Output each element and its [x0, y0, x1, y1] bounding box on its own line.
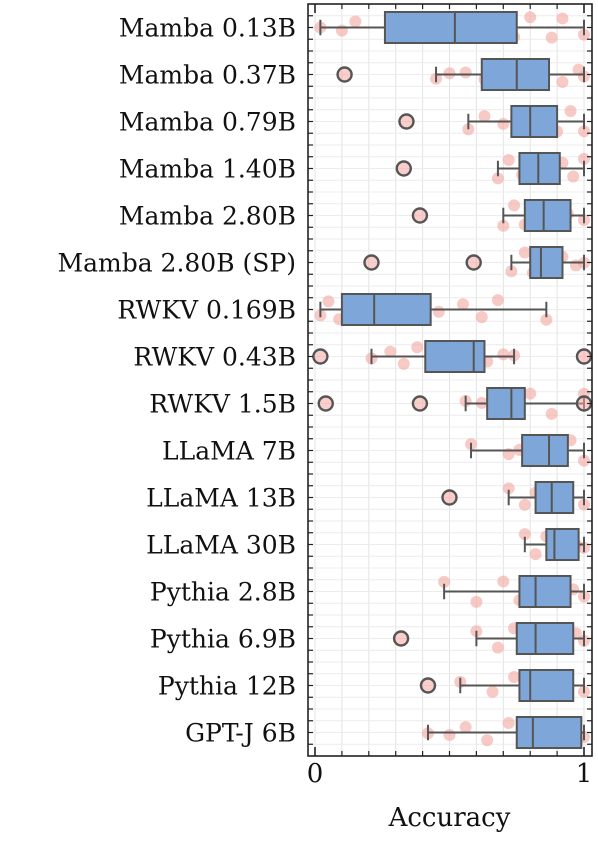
category-label: RWKV 0.43B: [133, 343, 296, 372]
outlier-point: [395, 160, 412, 177]
outlier-point: [411, 395, 429, 412]
data-point: [335, 24, 348, 37]
category-label: Mamba 2.80B: [119, 202, 296, 231]
outlier-point: [398, 113, 415, 130]
data-point: [502, 154, 515, 167]
data-point: [491, 294, 504, 307]
data-point: [545, 407, 558, 420]
box-iqr: [518, 668, 575, 703]
data-point: [475, 311, 488, 324]
data-point: [491, 172, 504, 185]
box-iqr: [510, 104, 559, 139]
x-tick-label: 1: [576, 759, 593, 789]
data-point: [578, 454, 590, 467]
outlier-point: [441, 489, 458, 506]
category-label: Mamba 0.79B: [119, 108, 296, 137]
data-point: [556, 75, 569, 88]
data-point: [459, 66, 472, 79]
data-point: [518, 528, 531, 541]
category-label: LLaMA 13B: [146, 484, 296, 513]
data-point: [508, 670, 521, 683]
category-label: Pythia 2.8B: [150, 578, 296, 607]
data-point: [322, 295, 335, 308]
data-point: [459, 721, 472, 734]
data-point: [456, 298, 469, 311]
category-label: RWKV 0.169B: [117, 296, 296, 325]
category-label: GPT-J 6B: [185, 719, 296, 748]
box-iqr: [523, 198, 572, 233]
data-point: [518, 498, 531, 511]
category-label: LLaMA 7B: [162, 437, 296, 466]
outlier-point: [411, 207, 429, 224]
outlier-point: [392, 630, 410, 647]
outlier-point: [317, 395, 334, 412]
box-iqr: [521, 433, 569, 468]
outlier-point: [419, 677, 437, 694]
data-point: [529, 548, 542, 561]
box-iqr: [424, 339, 486, 374]
outlier-point: [363, 254, 380, 271]
box-iqr: [340, 292, 432, 327]
box-iqr: [534, 480, 575, 515]
x-tick-label: 0: [307, 759, 324, 789]
category-label: RWKV 1.5B: [149, 390, 296, 419]
data-point: [508, 199, 521, 212]
data-point: [411, 341, 424, 354]
box-iqr: [480, 57, 551, 92]
data-point: [384, 345, 397, 358]
box-iqr: [518, 574, 572, 609]
box-iqr: [529, 245, 564, 280]
category-label: Mamba 2.80B (SP): [57, 249, 296, 278]
data-point: [545, 31, 558, 44]
data-point: [518, 246, 531, 259]
data-point: [505, 265, 518, 278]
data-point: [470, 595, 483, 608]
data-point: [497, 575, 510, 588]
box-iqr: [486, 386, 526, 421]
data-point: [578, 125, 590, 138]
category-label: Mamba 1.40B: [119, 155, 296, 184]
data-point: [502, 482, 515, 495]
x-axis-title: Accuracy: [388, 803, 511, 833]
boxes-layer: [312, 10, 593, 750]
outlier-point: [336, 66, 353, 83]
category-label: Pythia 6.9B: [150, 625, 296, 654]
data-point: [502, 717, 515, 730]
data-point: [524, 387, 537, 400]
category-labels: Mamba 0.13B Mamba 0.37B Mamba 0.79B Mamba 1…: [57, 14, 296, 748]
category-label: LLaMA 30B: [146, 531, 296, 560]
data-point: [438, 575, 451, 588]
data-point: [556, 12, 569, 25]
data-point: [497, 117, 510, 130]
data-point: [564, 105, 577, 118]
category-label: Mamba 0.13B: [119, 14, 296, 43]
data-point: [349, 15, 362, 28]
category-label: Pythia 12B: [158, 672, 296, 701]
data-point: [497, 348, 510, 361]
data-point: [486, 685, 499, 698]
data-point: [567, 170, 580, 183]
outlier-point: [312, 348, 329, 365]
data-point: [432, 305, 445, 318]
box-iqr: [515, 715, 583, 750]
box-iqr: [545, 527, 580, 562]
data-point: [443, 67, 456, 80]
data-point: [524, 11, 537, 24]
data-point: [443, 728, 456, 741]
data-point: [478, 110, 491, 123]
box-iqr: [383, 10, 518, 45]
data-point: [497, 219, 510, 232]
data-point: [491, 641, 504, 654]
category-label: Mamba 0.37B: [119, 61, 296, 90]
box-iqr: [518, 151, 561, 186]
data-point: [578, 152, 590, 165]
data-point: [397, 357, 410, 370]
outlier-point: [465, 254, 482, 271]
data-point: [481, 734, 494, 747]
data-point: [540, 313, 553, 326]
box-iqr: [515, 621, 575, 656]
